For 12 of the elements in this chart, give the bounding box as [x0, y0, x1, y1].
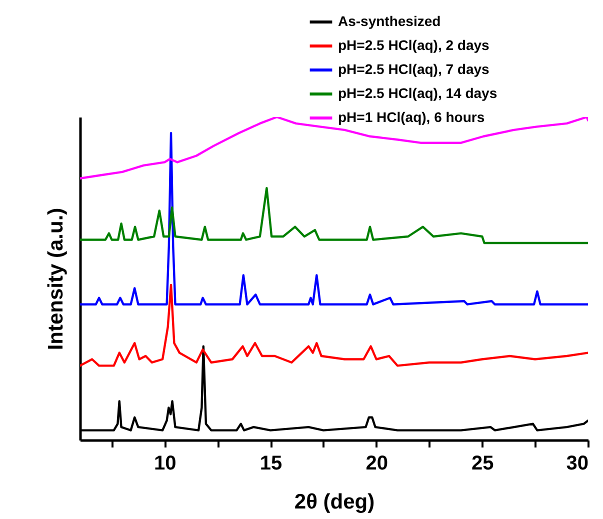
- x-tick-label: 25: [472, 452, 494, 474]
- x-tick-label: 20: [366, 452, 388, 474]
- x-tick-label: 15: [260, 452, 282, 474]
- legend-label: pH=2.5 HCl(aq), 14 days: [338, 85, 498, 101]
- x-tick-label: 30: [566, 452, 588, 474]
- legend-label: pH=2.5 HCl(aq), 7 days: [338, 61, 490, 77]
- x-axis-title: 2θ (deg): [294, 490, 375, 514]
- legend-label: As-synthesized: [338, 13, 441, 29]
- legend-label: pH=1 HCl(aq), 6 hours: [338, 109, 485, 125]
- legend-label: pH=2.5 HCl(aq), 2 days: [338, 37, 490, 53]
- x-tick-label: 10: [154, 452, 176, 474]
- y-axis-title: Intensity (a.u.): [44, 208, 68, 350]
